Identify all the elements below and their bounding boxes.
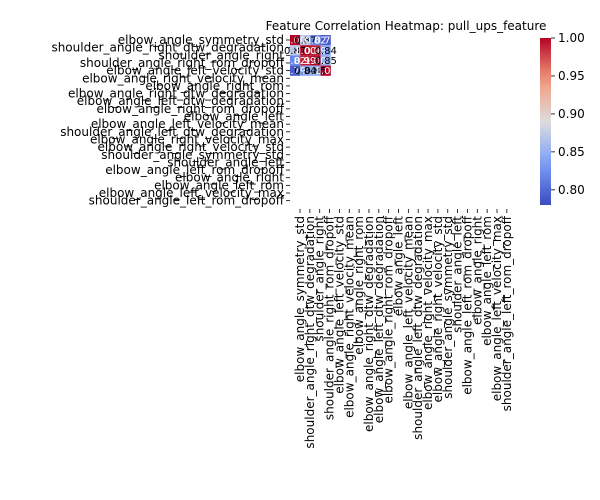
- cell-value-label: 0.99: [294, 56, 316, 67]
- column-tick-label: elbow_angle_symmetry_std: [293, 216, 307, 382]
- cell-value-label: 0.85: [315, 56, 337, 67]
- chart-title: Feature Correlation Heatmap: pull_ups_fe…: [266, 19, 547, 33]
- heatmap-cell: [320, 65, 331, 76]
- cell-value-label: 0.99: [304, 46, 326, 57]
- column-tick-label: elbow_angle_left: [392, 216, 406, 317]
- cell-value-label: 0.84: [315, 46, 337, 57]
- column-tick-label: shoulder_angle_left_rom_dropoff: [500, 215, 514, 411]
- column-tick-label: elbow_angle_left_velocity_max: [490, 216, 504, 401]
- row-tick-label: shoulder_angle_left_rom_dropoff: [89, 194, 285, 208]
- cell-value-label: 0.82: [304, 36, 326, 47]
- heatmap-cell: [290, 45, 301, 56]
- row-tick-label: shoulder_angle_right_dtw_degradation: [51, 41, 284, 55]
- colorbar: 0.80 0.85 0.90 0.95 1.00: [540, 31, 585, 205]
- cell-value-label: 0.79: [284, 66, 306, 77]
- heatmap-cell: [310, 35, 321, 46]
- column-tick-label: elbow_angle_right: [470, 216, 484, 325]
- column-tick-label: shoulder_angle_right_dtw_degradation: [303, 216, 317, 449]
- heatmap-cell: [300, 45, 311, 56]
- row-tick-label: elbow_angle_left_rom: [154, 178, 284, 192]
- colorbar-tick-label: 0.80: [558, 183, 585, 197]
- cell-value-label: 1.00: [294, 46, 316, 57]
- column-tick-label: elbow_angle_right_velocity_mean: [342, 216, 356, 418]
- row-tick-label: shoulder_angle_right_rom_dropoff: [80, 56, 285, 70]
- column-tick-label: elbow_angle_right_rom_dropoff: [382, 215, 396, 403]
- heatmap-cells: 1.000.870.820.790.871.000.990.840.820.99…: [284, 35, 337, 77]
- heatmap-cell: [310, 55, 321, 66]
- row-tick-label: elbow_angle_right_dtw_degradation: [68, 87, 284, 101]
- row-tick-label: elbow_angle_right_rom: [145, 79, 284, 93]
- heatmap-cell: [310, 65, 321, 76]
- row-tick-label: elbow_angle_left_velocity_std: [106, 64, 284, 78]
- row-tick-label: elbow_angle_left: [184, 110, 285, 124]
- heatmap-cell: [300, 55, 311, 66]
- column-tick-label: shoulder_angle_symmetry_std: [441, 216, 455, 399]
- row-tick-label: shoulder_angle_symmetry_std: [101, 148, 284, 162]
- column-tick-label: elbow_angle_right_rom: [352, 216, 366, 355]
- row-tick-label: shoulder_angle_left_dtw_degradation: [60, 125, 284, 139]
- cell-value-label: 0.84: [294, 66, 316, 77]
- row-tick-label: elbow_angle_left_velocity_max: [99, 186, 284, 200]
- heatmap-cell: [320, 55, 331, 66]
- colorbar-gradient: [540, 38, 551, 205]
- heatmap-cell: [320, 45, 331, 56]
- heatmap-cell: [300, 65, 311, 76]
- column-tick-label: elbow_angle_right_dtw_degradation: [362, 216, 376, 432]
- column-tick-label: elbow_angle_right_velocity_std: [431, 216, 445, 402]
- row-tick-label: elbow_angle_symmetry_std: [118, 33, 284, 47]
- column-tick-label: shoulder_angle_left_dtw_degradation: [411, 216, 425, 440]
- row-tick-label: elbow_angle_left_rom_dropoff: [105, 163, 285, 177]
- cell-value-label: 1.00: [315, 66, 337, 77]
- row-tick-label: shoulder_angle_right: [158, 48, 284, 62]
- column-tick-label: elbow_angle_left_dtw_degradation: [372, 216, 386, 423]
- column-tick-label: elbow_angle_right_velocity_max: [421, 216, 435, 410]
- row-tick-label: elbow_angle_right: [175, 171, 284, 185]
- cell-value-label: 1.00: [304, 56, 326, 67]
- row-tick-label: elbow_angle_left_dtw_degradation: [77, 94, 284, 108]
- column-tick-labels: elbow_angle_symmetry_stdshoulder_angle_r…: [293, 209, 514, 449]
- column-tick-label: elbow_angle_left_velocity_std: [332, 216, 346, 394]
- row-tick-label: elbow_angle_left_velocity_mean: [91, 117, 284, 131]
- cell-value-label: 0.87: [294, 36, 316, 47]
- cell-value-label: 1.00: [284, 36, 306, 47]
- column-tick-label: shoulder_angle_right: [313, 216, 327, 342]
- row-tick-label: elbow_angle_right_rom_dropoff: [96, 102, 284, 116]
- colorbar-tick-label: 0.95: [558, 69, 585, 83]
- colorbar-tick-label: 0.90: [558, 107, 585, 121]
- row-tick-label: shoulder_angle_left: [167, 155, 284, 169]
- heatmap-cell: [290, 35, 301, 46]
- row-tick-label: elbow_angle_right_velocity_std: [98, 140, 284, 154]
- row-tick-label: elbow_angle_right_velocity_max: [90, 132, 284, 146]
- column-tick-label: elbow_angle_left_velocity_mean: [401, 216, 415, 409]
- row-tick-labels: elbow_angle_symmetry_stdshoulder_angle_r…: [51, 33, 290, 208]
- column-tick-label: elbow_angle_left_rom_dropoff: [460, 215, 474, 395]
- heatmap-cell: [300, 35, 311, 46]
- row-tick-label: elbow_angle_right_velocity_mean: [82, 71, 284, 85]
- colorbar-tick-label: 0.85: [558, 145, 585, 159]
- cell-value-label: 0.87: [284, 46, 306, 57]
- cell-value-label: 0.82: [284, 56, 306, 67]
- heatmap-cell: [310, 45, 321, 56]
- cell-value-label: 0.79: [315, 36, 337, 47]
- column-tick-label: shoulder_angle_left: [451, 216, 465, 333]
- colorbar-tick-label: 1.00: [558, 31, 585, 45]
- heatmap-cell: [320, 35, 331, 46]
- column-tick-label: elbow_angle_left_rom: [480, 216, 494, 346]
- heatmap-cell: [290, 65, 301, 76]
- cell-value-label: 0.85: [304, 66, 326, 77]
- heatmap-cell: [290, 55, 301, 66]
- column-tick-label: shoulder_angle_right_rom_dropoff: [323, 215, 337, 420]
